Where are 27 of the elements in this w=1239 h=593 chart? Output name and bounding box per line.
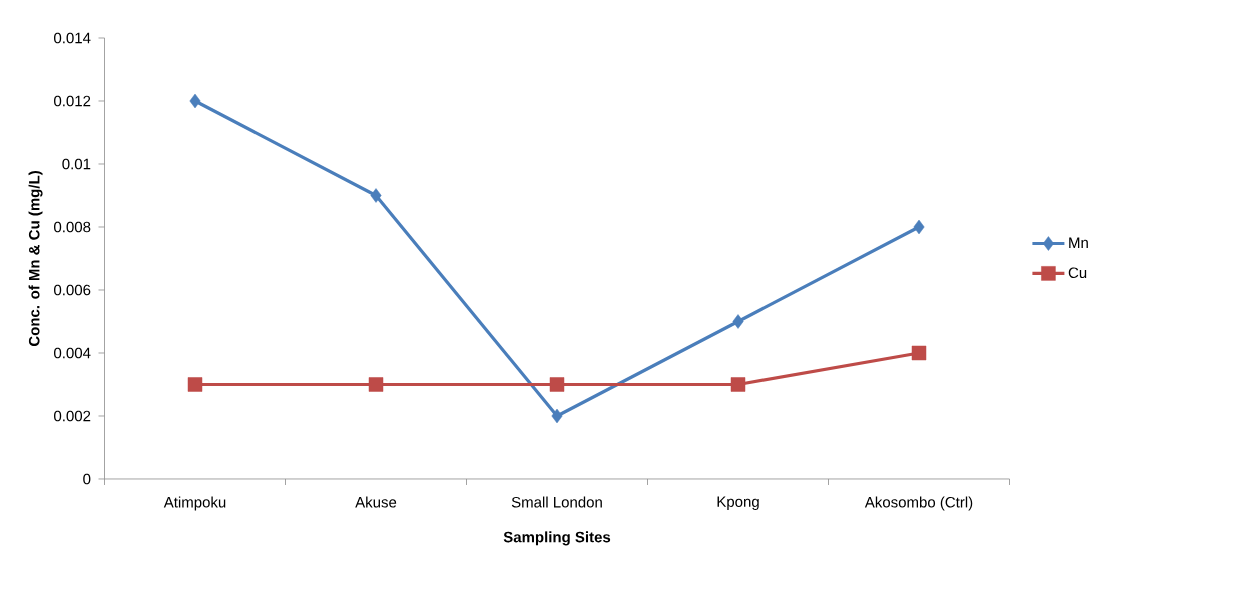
- point: [368, 377, 384, 392]
- point: [732, 314, 744, 329]
- point: [370, 188, 382, 203]
- y-tick-label: 0.004: [54, 347, 91, 359]
- y-tick-label: 0.01: [62, 158, 91, 170]
- x-tick-label: Small London: [511, 496, 602, 508]
- point: [549, 377, 565, 392]
- y-tick-label: 0.006: [54, 284, 91, 296]
- point: [913, 219, 925, 235]
- x-axis-title: Sampling Sites: [503, 531, 611, 546]
- x-tick-label: Atimpoku: [163, 496, 226, 511]
- y-tick-label: 0.012: [54, 95, 91, 107]
- point: [189, 93, 201, 109]
- y-tick-label: 0: [83, 473, 91, 485]
- y-tick-label: 0.014: [54, 32, 91, 44]
- legend-label: Cu: [1068, 267, 1087, 279]
- y-tick-label: 0.002: [54, 410, 91, 422]
- point: [911, 345, 927, 361]
- x-tick-label: Akosombo (Ctrl): [864, 496, 973, 511]
- legend-label: Mn: [1069, 237, 1088, 248]
- point: [551, 408, 563, 424]
- y-axis-title: Conc. of Mn & Cu (mg/L): [28, 171, 43, 347]
- point: [187, 377, 203, 392]
- point: [730, 377, 746, 392]
- x-tick-label: Kpong: [717, 496, 759, 510]
- y-tick-label: 0.008: [54, 221, 91, 233]
- x-tick-label: Akuse: [355, 496, 397, 508]
